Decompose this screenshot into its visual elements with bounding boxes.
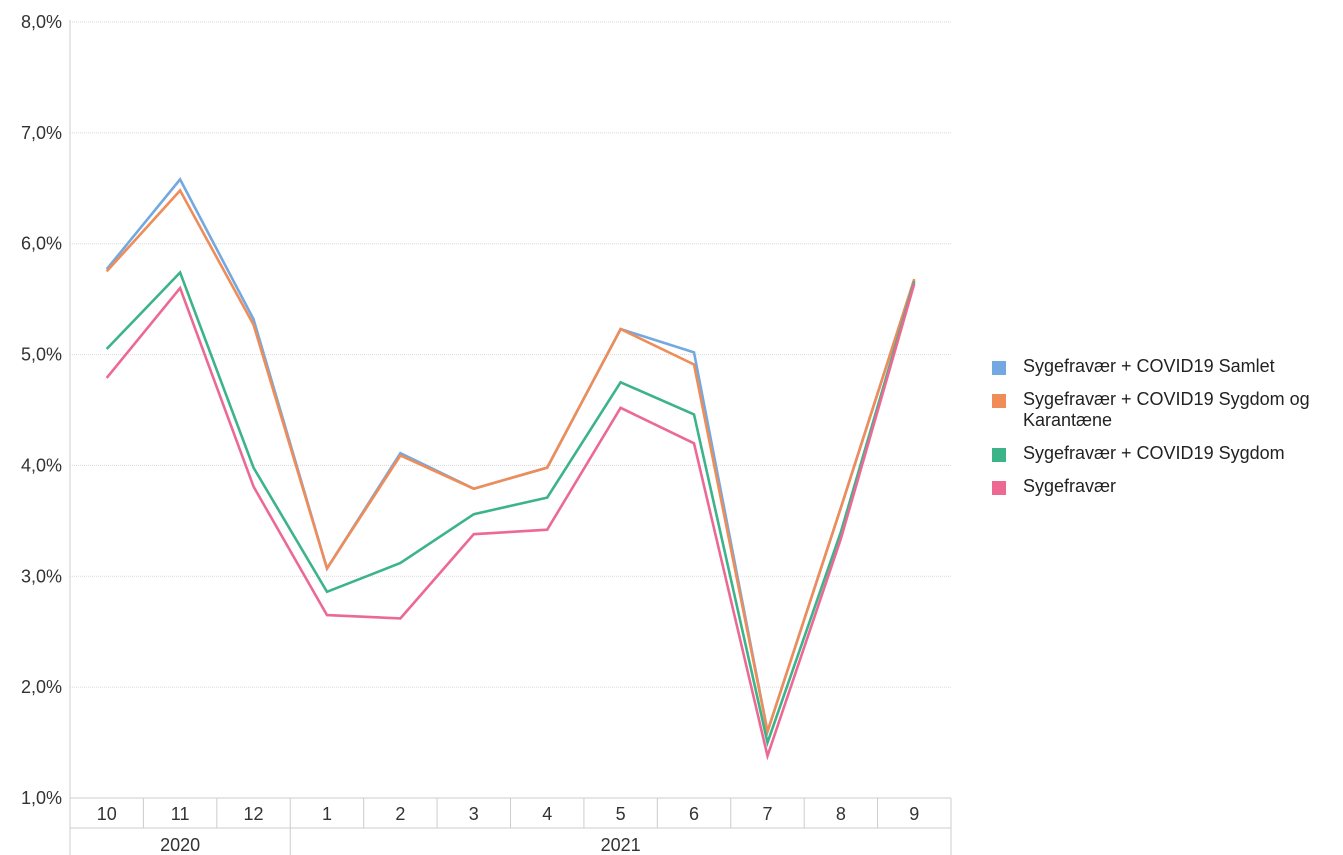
y-tick-label: 5,0% <box>21 345 62 365</box>
x-tick-label: 7 <box>762 804 772 824</box>
series-line-1[interactable] <box>105 177 916 737</box>
legend-swatch-sygefravaer <box>992 481 1006 495</box>
gridlines <box>70 21 951 688</box>
legend-item-sygefravaer[interactable]: Sygefravær <box>992 476 1342 497</box>
x-tick-label: 10 <box>97 804 117 824</box>
legend-swatch-sygdom <box>992 448 1006 462</box>
x-tick-label: 1 <box>322 804 332 824</box>
tick-labels: 1,0%2,0%3,0%4,0%5,0%6,0%7,0%8,0%10 11 12 1 2… <box>21 12 919 855</box>
legend-label: Sygefravær + COVID19 Sygdom og Karantæne <box>1023 389 1310 430</box>
y-tick-label: 6,0% <box>21 234 62 254</box>
y-tick-label: 7,0% <box>21 123 62 143</box>
legend-item-samlet[interactable]: Sygefravær + COVID19 Samlet <box>992 356 1342 377</box>
x-tick-label: 2 <box>395 804 405 824</box>
x-tick-label: 11 <box>171 804 190 824</box>
series-line-2[interactable] <box>105 188 916 737</box>
x-tick-label: 4 <box>542 804 552 824</box>
series-line-4[interactable] <box>105 283 916 761</box>
y-tick-label: 3,0% <box>21 566 62 586</box>
x-tick-label: 9 <box>909 804 919 824</box>
series-line-3[interactable] <box>105 270 916 748</box>
x-tick-label: 3 <box>469 804 479 824</box>
legend-item-sygdom-karantaene[interactable]: Sygefravær + COVID19 Sygdom og Karantæne <box>992 389 1342 431</box>
y-tick-label: 2,0% <box>21 677 62 697</box>
year-label: 2020 <box>160 835 200 855</box>
axes <box>69 20 952 855</box>
legend-swatch-samlet <box>992 361 1006 375</box>
legend-swatch-sygdom-karantaene <box>992 394 1006 408</box>
x-tick-label: 6 <box>689 804 699 824</box>
x-tick-label: 12 <box>244 804 264 824</box>
legend-label: Sygefravær + COVID19 Sygdom <box>1023 443 1285 463</box>
legend: Sygefravær + COVID19 Samlet Sygefravær +… <box>992 356 1342 509</box>
legend-label: Sygefravær <box>1023 476 1117 496</box>
x-tick-label: 5 <box>616 804 626 824</box>
y-tick-label: 8,0% <box>21 12 62 32</box>
y-tick-label: 1,0% <box>21 788 62 808</box>
year-label: 2021 <box>601 835 641 855</box>
legend-item-sygdom[interactable]: Sygefravær + COVID19 Sygdom <box>992 443 1342 464</box>
series-lines <box>105 177 916 761</box>
x-tick-label: 8 <box>836 804 846 824</box>
legend-label: Sygefravær + COVID19 Samlet <box>1023 356 1275 376</box>
y-tick-label: 4,0% <box>21 455 62 475</box>
